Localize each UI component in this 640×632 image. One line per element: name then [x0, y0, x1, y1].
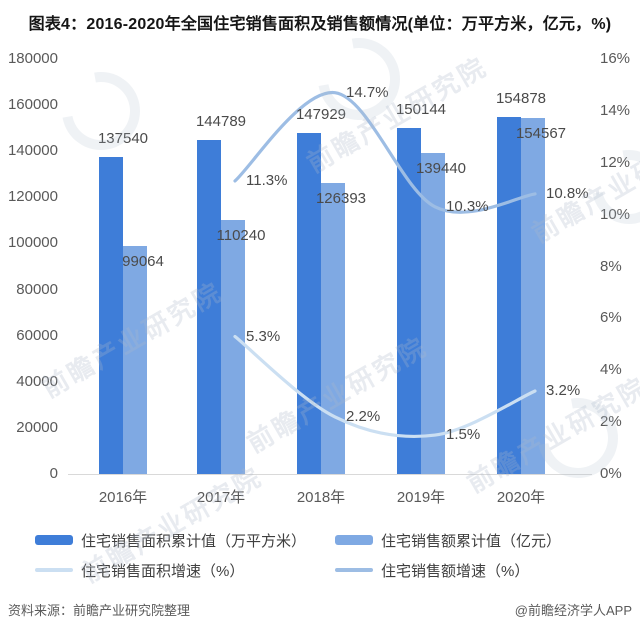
legend-label: 住宅销售额增速（%） — [381, 562, 530, 580]
footer-credit: @前瞻经济学人APP — [514, 603, 632, 618]
legend-swatch-area-total — [35, 535, 73, 545]
y-axis-right-tick: 4% — [600, 361, 622, 379]
area-total-bar-2018年 — [297, 133, 321, 474]
footer-source: 资料来源：前瞻产业研究院整理 — [8, 603, 191, 618]
y-axis-left-tick: 160000 — [7, 96, 58, 114]
y-axis-left-tick: 60000 — [16, 326, 58, 344]
amount-total-bar-2016年 — [123, 246, 147, 474]
x-axis-label: 2019年 — [396, 489, 446, 506]
y-axis-right-tick: 16% — [600, 50, 631, 67]
legend-label: 住宅销售额累计值（亿元） — [381, 532, 562, 550]
growth-value-label: 14.7% — [346, 83, 389, 101]
amount-total-bar-2019年 — [421, 153, 445, 474]
amount-total-bar-2017年 — [221, 220, 245, 474]
amount-total-bar-2020年 — [521, 118, 545, 474]
bar-value-label: 126393 — [315, 190, 367, 207]
growth-line-area — [233, 334, 537, 439]
y-axis-left-tick: 20000 — [16, 418, 58, 436]
y-axis-left-tick: 0 — [49, 465, 58, 482]
y-axis-right-tick: 0% — [600, 465, 622, 482]
legend-label: 住宅销售面积增速（%） — [81, 562, 245, 580]
x-axis-label: 2017年 — [196, 489, 246, 506]
area-total-bar-2016年 — [99, 157, 123, 474]
amount-total-bar-2018年 — [321, 183, 345, 474]
legend-swatch-area-growth — [35, 568, 73, 572]
x-axis-label: 2016年 — [98, 489, 148, 506]
y-axis-right-tick: 6% — [600, 309, 622, 327]
legend-item-area-growth: 住宅销售面积增速（%） — [35, 560, 244, 580]
x-axis-label: 2020年 — [496, 489, 546, 506]
growth-value-label: 1.5% — [446, 426, 481, 444]
x-axis-line — [68, 474, 592, 475]
growth-value-label: 10.3% — [446, 197, 489, 215]
chart-title: 图表4：2016-2020年全国住宅销售面积及销售额情况(单位：万平方米，亿元，… — [28, 16, 612, 33]
growth-value-label: 5.3% — [246, 327, 281, 345]
x-axis-label: 2018年 — [296, 489, 346, 506]
y-axis-right-tick: 8% — [600, 257, 622, 275]
bar-value-label: 99064 — [122, 253, 164, 270]
y-axis-left-tick: 120000 — [7, 188, 58, 206]
legend-label: 住宅销售面积累计值（万平方米） — [81, 532, 307, 550]
y-axis-left-tick: 100000 — [7, 234, 58, 252]
y-axis-right-tick: 2% — [600, 413, 622, 431]
y-axis-right-tick: 12% — [600, 153, 631, 171]
area-total-bar-2019年 — [397, 128, 421, 474]
y-axis-left-tick: 40000 — [16, 372, 58, 390]
legend-item-area-total: 住宅销售面积累计值（万平方米） — [35, 530, 306, 550]
growth-value-label: 3.2% — [546, 382, 581, 399]
bar-value-label: 137540 — [97, 130, 149, 147]
growth-value-label: 11.3% — [246, 171, 288, 189]
y-axis-right-tick: 10% — [600, 205, 631, 223]
bar-value-label: 139440 — [415, 160, 467, 177]
legend-item-amount-total: 住宅销售额累计值（亿元） — [335, 530, 561, 550]
legend-item-amount-growth: 住宅销售额增速（%） — [335, 560, 529, 580]
growth-value-label: 2.2% — [346, 407, 381, 425]
y-axis-left-tick: 80000 — [16, 280, 58, 298]
bar-value-label: 154567 — [515, 125, 567, 142]
y-axis-left-tick: 180000 — [7, 50, 58, 67]
y-axis-right-tick: 14% — [600, 101, 631, 119]
legend-swatch-amount-growth — [335, 568, 373, 572]
area-total-bar-2017年 — [197, 140, 221, 474]
y-axis-left-tick: 140000 — [7, 142, 58, 160]
legend-swatch-amount-total — [335, 535, 373, 545]
bar-value-label: 154878 — [495, 90, 547, 107]
bar-value-label: 110240 — [216, 227, 266, 244]
growth-value-label: 10.8% — [546, 184, 589, 202]
